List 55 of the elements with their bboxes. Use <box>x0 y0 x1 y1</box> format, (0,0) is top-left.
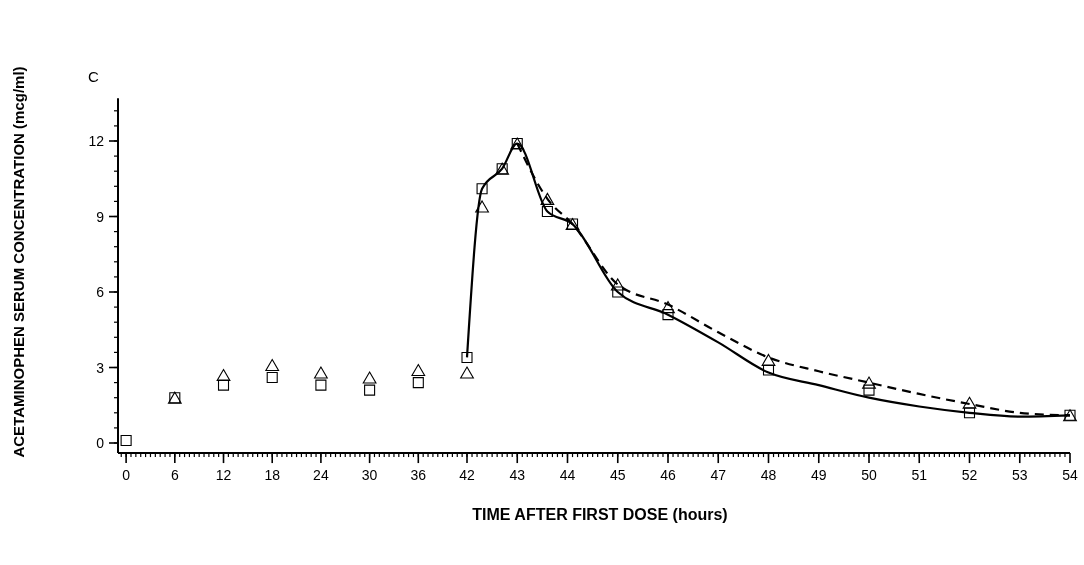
point <box>661 301 675 314</box>
point <box>540 192 555 205</box>
point <box>411 363 426 377</box>
point <box>265 358 280 372</box>
point <box>217 379 230 391</box>
point <box>761 353 776 366</box>
point <box>762 364 775 376</box>
point <box>314 366 328 379</box>
point <box>863 384 875 396</box>
point <box>612 286 624 298</box>
x-tick-label: 36 <box>410 467 427 484</box>
point <box>216 369 231 382</box>
y-tick-label: 12 <box>88 133 105 149</box>
point <box>461 351 473 363</box>
point <box>412 377 424 389</box>
text: C <box>88 68 99 85</box>
y-tick-label: 6 <box>96 284 105 300</box>
point <box>315 379 327 391</box>
point <box>460 366 474 379</box>
point <box>610 278 625 291</box>
x-tick-label: 47 <box>710 467 727 484</box>
x-tick-label: 43 <box>509 467 526 484</box>
x-tick-label: 44 <box>559 467 576 484</box>
point <box>476 183 488 195</box>
x-tick-label: 6 <box>170 467 179 484</box>
point <box>862 376 876 389</box>
x-tick-label: 53 <box>1011 467 1028 484</box>
x-tick-label: 24 <box>313 467 329 484</box>
y-tick-label: 0 <box>96 435 105 451</box>
x-tick-label: 45 <box>609 467 626 484</box>
x-tick-label: 30 <box>361 467 378 484</box>
point <box>266 372 278 384</box>
point <box>962 396 977 409</box>
point <box>364 384 376 396</box>
x-tick-label: 0 <box>122 467 131 484</box>
x-tick-label: 49 <box>810 467 827 484</box>
point <box>541 205 553 218</box>
x-tick-label: 42 <box>459 467 475 484</box>
x-tick-label: 48 <box>760 467 777 484</box>
x-tick-label: 12 <box>215 467 232 484</box>
y-tick-label: 9 <box>96 208 105 225</box>
y-tick-label: 3 <box>96 359 105 376</box>
x-tick-label: 54 <box>1062 467 1078 484</box>
x-tick-label: 18 <box>264 467 281 484</box>
point <box>662 309 674 321</box>
point <box>963 407 976 419</box>
point <box>475 200 489 213</box>
point <box>120 434 132 447</box>
x-tick-label: 52 <box>961 467 978 484</box>
x-tick-label: 51 <box>911 467 928 484</box>
x-axis-title: TIME AFTER FIRST DOSE (hours) <box>472 506 728 523</box>
y-axis-title: ACETAMINOPHEN SERUM CONCENTRATION (mcg/ml) <box>10 66 27 458</box>
x-tick-label: 50 <box>861 467 877 484</box>
x-tick-label: 46 <box>660 467 676 484</box>
point <box>362 371 377 384</box>
